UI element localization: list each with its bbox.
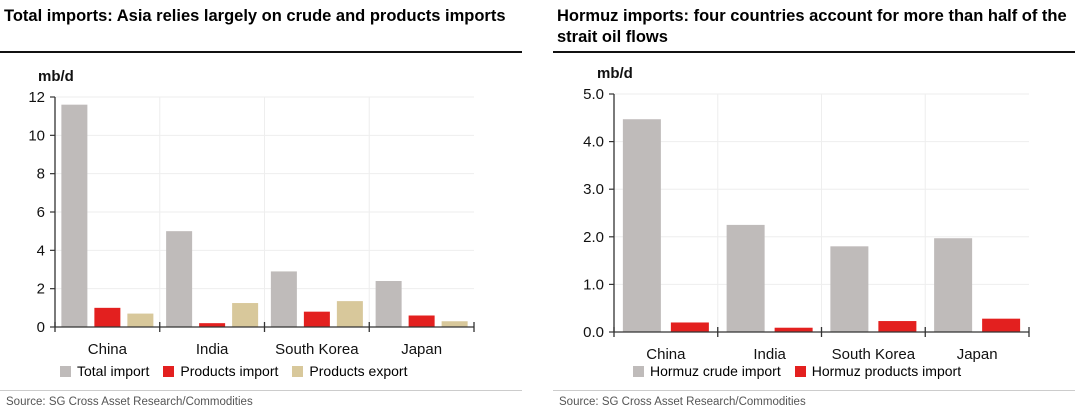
chart-panel-hormuz-imports: Hormuz imports: four countries account f… [553,0,1081,415]
bar-products-import [199,323,226,327]
legend-item: Total import [60,363,149,379]
y-tick-label: 0.0 [583,324,604,341]
bar-products-import [303,311,330,327]
bar-hormuz-products-import [774,327,813,332]
bar-total-import [61,104,88,328]
chart-plot: 0.0 1.0 2.0 3.0 4.0 5.0 China India South Korea J… [583,65,1030,363]
source-note: Source: SG Cross Asset Research/Commodit… [559,396,806,408]
chart-panel-total-imports: Total imports: Asia relies largely on cr… [0,0,528,415]
y-tick-label: 10 [28,127,45,144]
bottom-divider [553,390,1075,391]
legend-label: Hormuz products import [811,363,962,379]
bar-total-import [166,231,193,327]
y-axis-unit: mb/d [597,65,633,82]
source-note: Source: SG Cross Asset Research/Commodit… [6,396,253,408]
legend-label: Total import [77,363,150,379]
chart-title: Total imports: Asia relies largely on cr… [4,7,506,25]
legend: Hormuz crude import Hormuz products impor… [633,363,975,379]
legend-item: Hormuz crude import [633,363,781,379]
x-tick-label: India [196,341,229,358]
bar-hormuz-products-import [670,322,709,332]
bar-products-export [232,303,259,327]
bar-hormuz-crude-import [934,238,973,332]
bar-products-export [127,313,154,327]
legend-label: Products import [180,363,279,379]
x-tick-label: South Korea [275,341,359,358]
x-tick-label: Japan [401,341,442,358]
title-divider [553,51,1075,53]
y-tick-label: 1.0 [583,276,604,293]
x-tick-label: China [88,341,128,358]
legend-swatch [633,365,644,377]
y-tick-label: 5.0 [583,86,604,103]
legend-swatch [163,365,175,377]
bar-hormuz-crude-import [726,224,765,332]
bar-products-import [408,315,435,327]
legend-swatch [292,365,304,377]
x-tick-label: South Korea [832,346,916,363]
y-tick-label: 0 [37,319,45,336]
legend-swatch [60,365,71,377]
legend-item: Products export [292,363,407,379]
bar-hormuz-products-import [878,321,917,332]
y-tick-label: 3.0 [583,181,604,198]
legend-item: Products import [163,363,278,379]
x-tick-label: China [646,346,686,363]
y-tick-label: 4.0 [583,134,604,151]
chart-title: Hormuz imports: four countries account f… [557,7,1067,46]
legend-label: Products export [309,363,408,379]
chart-plot: 0 2 4 6 8 10 12 China India South Korea Japan mb/d [28,68,475,358]
y-tick-label: 2 [37,281,45,298]
y-tick-label: 12 [28,89,45,106]
legend: Total import Products import Products expo… [60,363,421,379]
x-tick-label: India [753,346,786,363]
x-tick-label: Japan [957,346,998,363]
y-tick-label: 8 [37,166,45,183]
bar-products-import [94,307,121,327]
bar-hormuz-products-import [982,318,1021,332]
title-divider [0,51,522,53]
y-axis-unit: mb/d [38,68,74,85]
y-tick-label: 6 [37,204,45,221]
bottom-divider [0,390,522,391]
bar-hormuz-crude-import [830,246,869,332]
legend-item: Hormuz products import [794,363,962,379]
legend-label: Hormuz crude import [650,363,781,379]
y-tick-label: 2.0 [583,229,604,246]
legend-swatch [794,365,806,377]
bar-total-import [270,271,297,327]
bar-products-export [336,301,363,327]
y-tick-label: 4 [37,242,45,259]
bar-total-import [375,281,402,327]
bar-products-export [441,321,468,327]
bar-hormuz-crude-import [622,119,661,332]
